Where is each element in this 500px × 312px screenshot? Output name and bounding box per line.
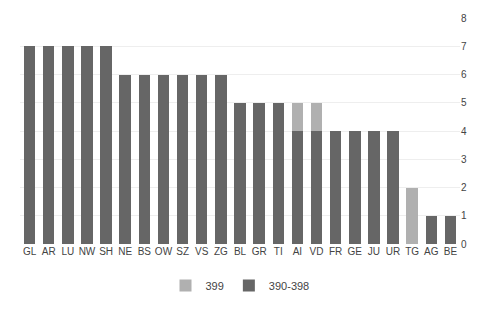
svg-text:6: 6: [461, 69, 467, 80]
svg-text:GL: GL: [23, 246, 37, 257]
svg-text:JU: JU: [368, 246, 380, 257]
svg-text:LU: LU: [61, 246, 74, 257]
svg-text:FR: FR: [329, 246, 342, 257]
svg-text:8: 8: [461, 13, 467, 24]
svg-text:AI: AI: [293, 246, 302, 257]
svg-text:NE: NE: [118, 246, 132, 257]
svg-text:SH: SH: [99, 246, 113, 257]
svg-text:0: 0: [461, 239, 467, 250]
svg-text:4: 4: [461, 126, 467, 137]
svg-text:2: 2: [461, 182, 467, 193]
svg-text:ZG: ZG: [214, 246, 228, 257]
svg-text:VS: VS: [195, 246, 209, 257]
svg-text:TG: TG: [405, 246, 419, 257]
svg-text:7: 7: [461, 41, 467, 52]
svg-text:3: 3: [461, 154, 467, 165]
svg-text:BL: BL: [234, 246, 247, 257]
svg-text:GR: GR: [252, 246, 267, 257]
svg-text:BE: BE: [444, 246, 458, 257]
svg-text:AR: AR: [42, 246, 56, 257]
svg-text:5: 5: [461, 97, 467, 108]
svg-text:390-398: 390-398: [269, 280, 309, 292]
svg-text:GE: GE: [348, 246, 363, 257]
svg-text:BS: BS: [138, 246, 152, 257]
svg-text:OW: OW: [155, 246, 173, 257]
svg-text:TI: TI: [274, 246, 283, 257]
svg-text:UR: UR: [386, 246, 400, 257]
svg-text:NW: NW: [79, 246, 96, 257]
svg-text:VD: VD: [310, 246, 324, 257]
svg-text:SZ: SZ: [176, 246, 189, 257]
svg-text:399: 399: [206, 280, 224, 292]
svg-text:AG: AG: [424, 246, 439, 257]
svg-text:1: 1: [461, 210, 467, 221]
